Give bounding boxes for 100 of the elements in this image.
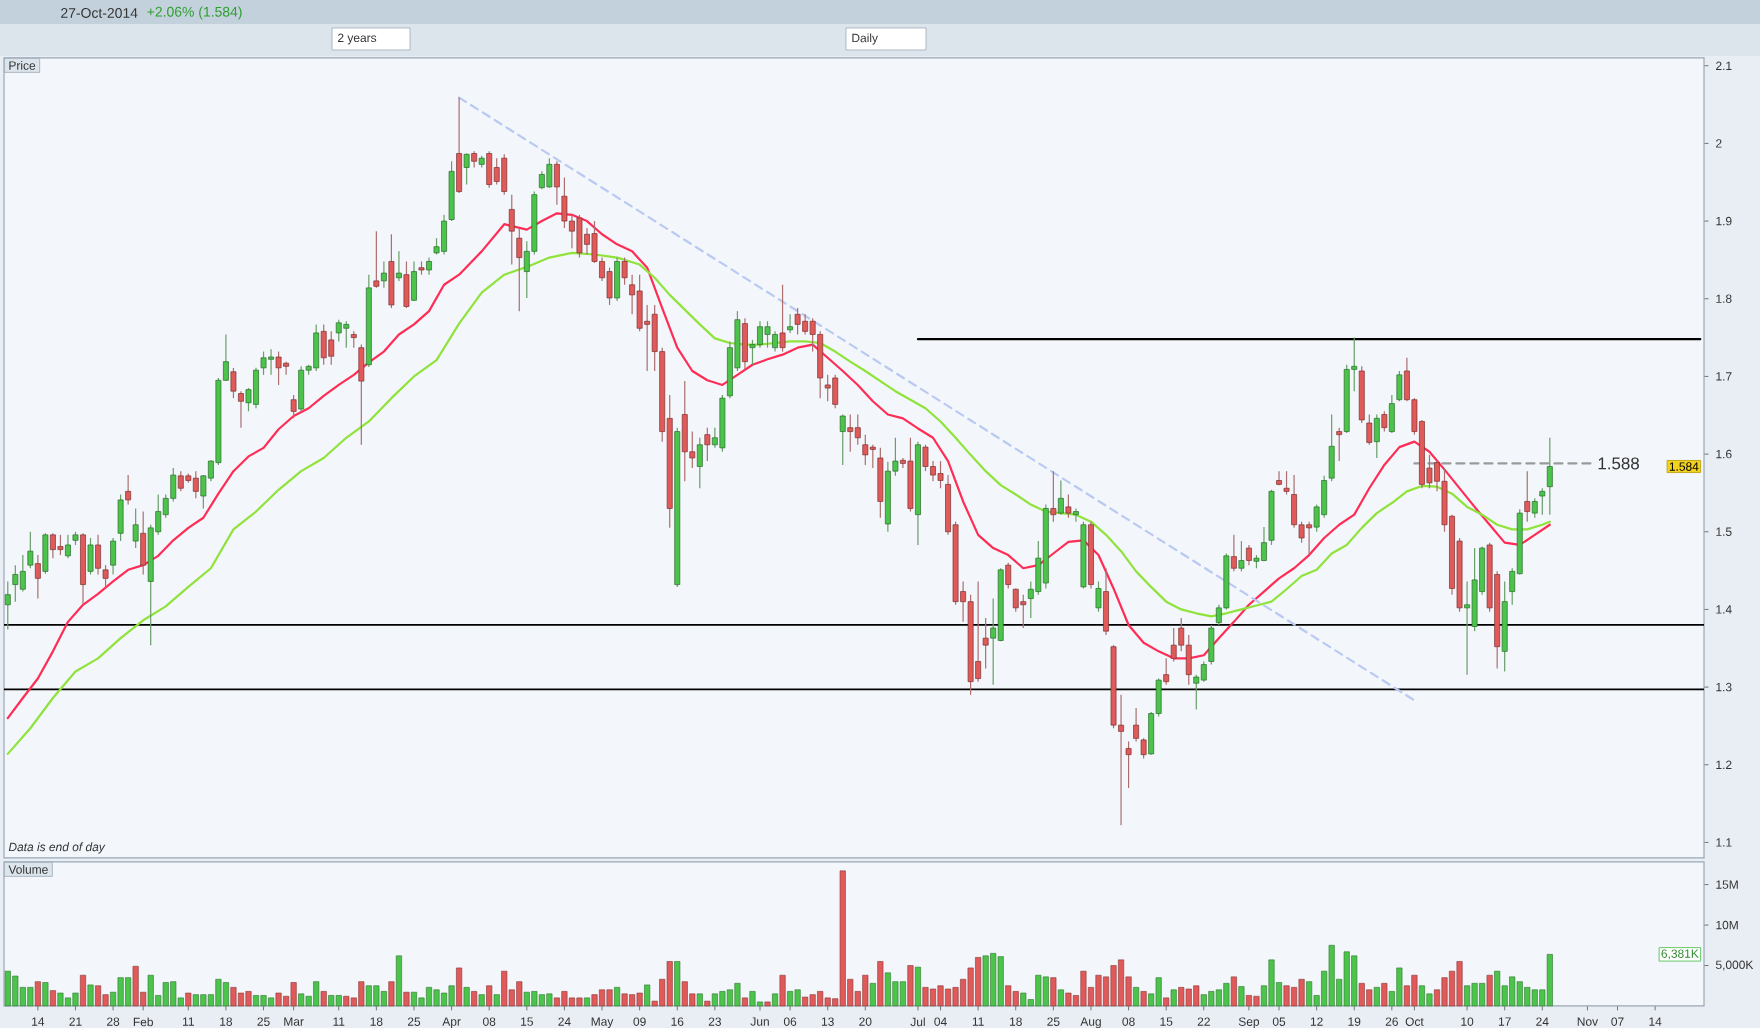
candlestick [493,157,500,186]
candlestick [125,474,132,506]
bar [726,989,733,1007]
bar [42,982,49,1007]
bar [937,985,944,1007]
bar [1133,987,1140,1007]
bar [1163,997,1170,1007]
candlestick [1050,470,1057,523]
bar [591,994,598,1007]
candlestick [358,343,365,446]
bar [809,994,816,1007]
bar [320,991,327,1007]
bar [253,995,260,1007]
bar [125,977,132,1007]
bar [644,984,651,1007]
bar [1268,959,1275,1007]
bar [614,987,621,1007]
bar [1238,986,1245,1007]
bar [95,985,102,1007]
bar [538,994,545,1007]
candlestick [869,444,876,469]
candlestick [802,313,809,336]
bar [1509,976,1516,1007]
bar [1381,983,1388,1007]
bar [471,991,478,1007]
bar [1479,983,1486,1007]
candlestick [328,330,335,366]
bar [456,967,463,1007]
bar [57,992,64,1007]
bar [1343,951,1350,1007]
bar [817,991,824,1007]
candlestick [343,320,350,349]
bar [561,991,568,1007]
bar [215,978,222,1007]
candlestick [95,534,101,576]
bar [448,985,455,1007]
bar [982,955,989,1007]
bar [493,994,500,1007]
bar [629,994,636,1007]
bar [922,987,929,1007]
bar [568,997,575,1007]
bar [704,1000,711,1007]
candlestick [1524,470,1531,523]
candlestick [508,194,515,266]
candlestick [403,260,410,309]
bar [990,953,997,1007]
candlestick [268,348,274,376]
bar [34,981,41,1007]
candlestick [373,230,380,289]
candlestick [1163,657,1170,686]
bar [185,992,192,1007]
bar [72,992,79,1007]
bar [1215,989,1222,1007]
candlestick [636,274,643,332]
candlestick [1276,470,1282,486]
bar [1358,983,1365,1007]
bar [636,992,643,1007]
bar [1441,977,1448,1007]
bar [1418,985,1425,1007]
candlestick [1200,660,1207,683]
series-label: 1.588 [1598,457,1639,470]
bar [997,956,1004,1007]
bar [674,961,681,1007]
candlestick [614,256,620,302]
candlestick [335,319,342,343]
bar [1328,944,1335,1007]
bar [914,966,921,1007]
bar [1524,987,1531,1007]
bar [230,987,237,1007]
bar [1193,985,1200,1007]
candlestick [12,564,19,603]
candlestick [50,532,56,559]
bar [1110,965,1117,1007]
bar [1486,974,1493,1007]
candlestick [862,434,869,466]
candlestick [742,317,748,371]
candlestick [832,374,839,409]
bar [1471,983,1478,1007]
candlestick [1208,624,1215,666]
bar [275,992,282,1007]
bar [1140,991,1147,1007]
candlestick [396,250,402,282]
bar [426,987,433,1007]
bar [945,988,952,1007]
bar [27,987,34,1007]
candlestick [1170,627,1177,663]
bar [1095,974,1102,1007]
bar [410,991,417,1007]
bar [576,997,583,1007]
candlestick [132,507,139,549]
bar [1178,987,1185,1007]
bar [1065,992,1072,1007]
bar [1057,989,1064,1007]
bar [1050,977,1057,1007]
bar [1373,987,1380,1007]
candlestick [757,320,763,349]
bar [681,981,688,1007]
bar [546,993,553,1007]
candlestick [839,413,846,466]
bar [313,981,320,1007]
